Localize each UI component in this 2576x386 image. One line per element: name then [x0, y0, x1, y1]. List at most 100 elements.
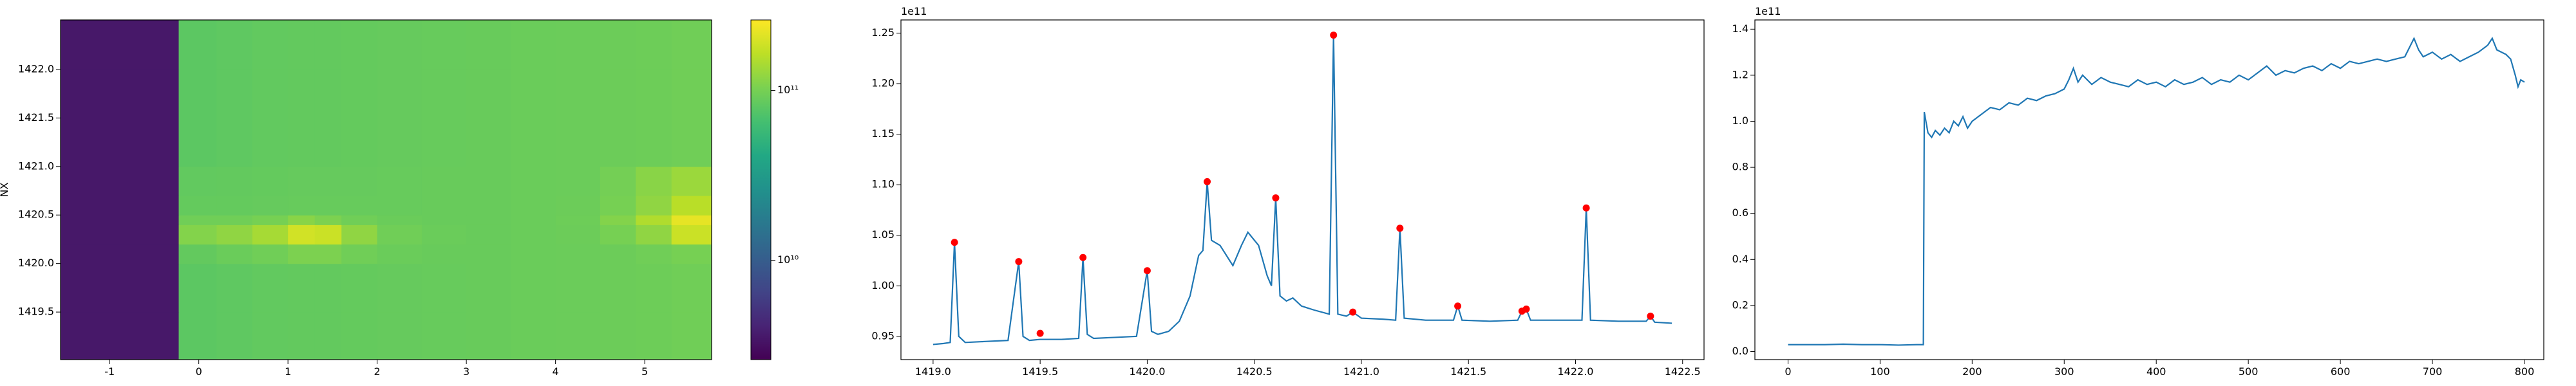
x-tick-label: 500 [2239, 365, 2259, 378]
y-tick-label: 1419.5 [18, 306, 54, 318]
heatmap-cell [421, 196, 467, 216]
heatmap-cell [466, 312, 511, 360]
heatmap-cell [216, 20, 253, 70]
heatmap-cell [466, 215, 511, 225]
y-tick-label: 1420.0 [18, 257, 54, 269]
heatmap-cell [421, 244, 467, 264]
y-tick-label: 1.4 [1732, 23, 1748, 35]
heatmap-cell [377, 196, 422, 216]
heatmap-cell [555, 312, 601, 360]
heatmap-cell [178, 196, 217, 216]
heatmap-cell [600, 69, 636, 118]
heatmap-cell [671, 244, 712, 264]
heatmap-cell [178, 69, 217, 118]
heatmap-cell [61, 20, 180, 70]
heatmap-cell [341, 20, 378, 70]
heatmap-cell [377, 244, 422, 264]
heatmap-cell [341, 69, 378, 118]
x-tick-label: 1419.0 [915, 365, 951, 378]
y-tick-label: 1.15 [871, 127, 895, 140]
heatmap-cell [600, 263, 636, 313]
heatmap-cell [421, 118, 467, 167]
x-tick-label: 200 [1962, 365, 1982, 378]
heatmap-cell [252, 215, 289, 225]
heatmap-cell [636, 166, 672, 196]
y-offset-label: 1e11 [1755, 5, 1781, 17]
heatmap-cell [341, 244, 378, 264]
heatmap-cell [288, 20, 316, 70]
heatmap-cell [636, 244, 672, 264]
heatmap-cell [671, 263, 712, 313]
peak-marker [1015, 258, 1023, 266]
peak-marker [1143, 267, 1151, 275]
x-tick-label: 1422.0 [1557, 365, 1593, 378]
colorbar-tick-label: 10¹¹ [777, 84, 799, 96]
heatmap-cell [671, 166, 712, 196]
heatmap-cell [377, 215, 422, 225]
axes-frame [900, 19, 1705, 360]
heatmap-cell [252, 69, 289, 118]
heatmap-cell [636, 225, 672, 245]
heatmap-cell [636, 69, 672, 118]
y-tick-label: 0.2 [1732, 299, 1748, 311]
heatmap-cell [314, 225, 342, 245]
heatmap-cell [511, 166, 556, 196]
heatmap-cell [511, 20, 556, 70]
heatmap-cell [600, 118, 636, 167]
heatmap-cell [341, 225, 378, 245]
heatmap-cell [466, 166, 511, 196]
y-tick-label: 1.20 [871, 77, 895, 89]
heatmap-cell [466, 118, 511, 167]
heatmap-cell [61, 118, 180, 167]
y-offset-label: 1e11 [901, 5, 927, 17]
heatmap-cell [314, 312, 342, 360]
heatmap-cell [671, 69, 712, 118]
heatmap-cell [466, 69, 511, 118]
heatmap-cell [252, 118, 289, 167]
heatmap-cell [555, 225, 601, 245]
heatmap-cell [466, 225, 511, 245]
y-tick-label: 1.25 [871, 26, 895, 39]
heatmap-cell [636, 215, 672, 225]
heatmap-cell [671, 20, 712, 70]
heatmap-cell [314, 215, 342, 225]
heatmap-cell [288, 166, 316, 196]
heatmap-cell [314, 244, 342, 264]
heatmap-cell [600, 244, 636, 264]
heatmap-cell [421, 215, 467, 225]
x-tick-label: 1419.5 [1022, 365, 1058, 378]
heatmap-cell [555, 166, 601, 196]
heatmap-cell [421, 225, 467, 245]
heatmap-cell [671, 225, 712, 245]
line-series [933, 35, 1672, 345]
heatmap-cell [600, 196, 636, 216]
y-axis-label: NX [0, 183, 10, 198]
x-tick-label: -1 [104, 365, 115, 378]
heatmap-cell [671, 312, 712, 360]
y-tick-label: 1.05 [871, 228, 895, 241]
heatmap-cell [511, 244, 556, 264]
heatmap-cell [636, 20, 672, 70]
heatmap-cell [671, 118, 712, 167]
colorbar-tick-label: 10¹⁰ [777, 253, 799, 266]
heatmap-cell [377, 118, 422, 167]
heatmap-cell [288, 118, 316, 167]
x-tick-label: 1421.5 [1450, 365, 1486, 378]
heatmap-cell [252, 312, 289, 360]
heatmap-cell [178, 263, 217, 313]
heatmap-cell [466, 20, 511, 70]
heatmap-cell [511, 118, 556, 167]
heatmap-cell [341, 215, 378, 225]
heatmap-cell [288, 312, 316, 360]
x-tick-label: 4 [553, 365, 559, 378]
heatmap-cell [671, 196, 712, 216]
heatmap-cell [421, 263, 467, 313]
heatmap-cell [600, 166, 636, 196]
heatmap-cell [466, 244, 511, 264]
heatmap-cell [511, 69, 556, 118]
heatmap-cell [288, 263, 316, 313]
axes-frame [60, 19, 712, 360]
peak-marker [1036, 329, 1044, 337]
heatmap-cell [178, 244, 217, 264]
